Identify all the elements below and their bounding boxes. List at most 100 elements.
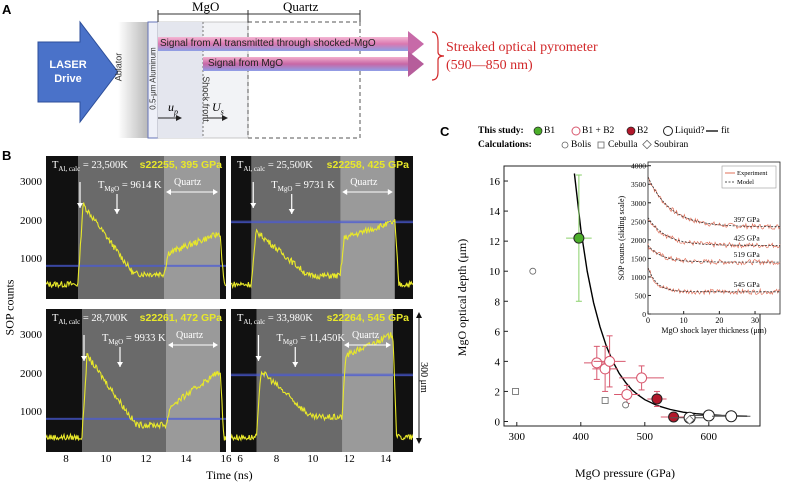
data-point-b1-b2 [604, 355, 616, 367]
x-tick-label: 12 [343, 453, 355, 465]
data-point-liquid- [725, 410, 738, 423]
x-tick-label: 600 [701, 431, 718, 443]
bolis-point [622, 401, 630, 409]
quartz-header: Quartz [283, 0, 319, 14]
soubiran-point [684, 415, 695, 425]
panel-b-letter: B [2, 148, 12, 163]
inset-y-tick-label: 1000 [631, 273, 646, 282]
tmgo-label: TMgO = 9933 K [102, 333, 166, 347]
x-tick-label: 12 [140, 453, 152, 465]
shot-label: s22261, 472 GPa [139, 312, 222, 324]
data-point-b1 [573, 232, 585, 244]
data-point-liquid- [702, 409, 715, 422]
x-tick-label: 14 [380, 453, 392, 465]
inset-x-tick-label: 20 [715, 316, 723, 325]
tmgo-label: TMgO = 9614 K [98, 180, 162, 194]
inset-model-curve [647, 217, 780, 246]
y-tick-label: 8 [495, 296, 501, 308]
tmgo-label: TMgO = 9731 K [271, 180, 335, 194]
inset-y-tick-label: 500 [635, 291, 647, 300]
quartz-label: Quartz [352, 330, 380, 341]
inset-experiment-curve [647, 267, 781, 296]
legend-markers [533, 126, 718, 150]
y-tick-label: 16 [489, 176, 501, 188]
inset-curve-label: 397 GPa [734, 215, 761, 224]
sop-range: (590—850 nm) [446, 58, 533, 73]
inset-legend-box [721, 165, 777, 189]
inset-curve-label: 545 GPa [734, 280, 761, 289]
signal-2-label: Signal from MgO [208, 58, 284, 69]
x-tick-label: 400 [573, 431, 590, 443]
quartz-signal-region [340, 156, 395, 299]
tal-arrow-head [77, 203, 83, 208]
x-tick-label: 300 [509, 431, 526, 443]
legend-bolis: Bolis [571, 140, 592, 150]
panel-b-grid: TAl, calc = 23,500K TMgO = 9614 K s22255, … [0, 150, 430, 484]
x-tick-label: 8 [273, 453, 280, 465]
x-tick-label: 14 [180, 453, 192, 465]
tal-arrow-head [255, 356, 262, 361]
legend-cebulla-marker [597, 141, 605, 149]
panel-c-ylabel: MgO optical depth (μm) [455, 238, 470, 357]
inset-legend-exp: Experiment [737, 170, 768, 177]
tmgo-arrow-head [292, 362, 299, 367]
signal-1-label: Signal from Al transmitted through shock… [160, 38, 376, 49]
panel-a-letter: A [2, 2, 12, 17]
y-tick-label: 6 [495, 326, 501, 338]
cebulla-point [601, 397, 609, 404]
inset-y-tick-label: 0 [642, 310, 646, 319]
data-point-b2 [651, 393, 663, 405]
inset-x-tick-label: 10 [680, 316, 688, 325]
inset-y-tick-label: 3000 [631, 199, 646, 208]
mgo-signal-region [256, 309, 343, 452]
legend-this-study: This study: [478, 126, 524, 136]
inset-curve-label: 519 GPa [734, 250, 761, 259]
y-tick-label: 2000 [20, 214, 42, 227]
mgo-signal-region [82, 309, 166, 452]
quartz-signal-region [342, 309, 393, 452]
legend-liquid-marker [663, 126, 673, 136]
legend-soubiran: Soubiran [654, 140, 689, 150]
legend-b1b2: B1 + B2 [582, 126, 615, 136]
laser-arrow [37, 20, 119, 124]
y-tick-label: 3000 [20, 176, 42, 189]
data-point-b1-b2 [591, 357, 603, 369]
y-tick-label: 4 [495, 356, 501, 368]
inset-model-curve [647, 176, 780, 228]
legend-liquid: Liquid? [675, 126, 705, 136]
tal-calc-label: TAl, calc = 33,980K [237, 313, 313, 327]
streak-subplot: TAl, calc = 28,700K TMgO = 9933 K s22261, … [46, 309, 226, 452]
inset-ylabel: SOP counts (sliding scale) [617, 195, 626, 280]
y-tick-label: 2000 [20, 367, 42, 380]
quartz-arrow-head [342, 189, 348, 195]
legend-calcs: Calculations: [478, 140, 532, 150]
tal-calc-label: TAl, calc = 25,500K [237, 160, 313, 174]
inset-xlabel: MgO shock layer thickness (μm) [661, 326, 766, 335]
x-tick-label: 10 [100, 453, 112, 465]
sop-title: Streaked optical pyrometer [446, 40, 598, 55]
data-point-b1-b2 [621, 388, 633, 400]
legend-b1b2-marker [571, 126, 581, 136]
legend-b1-marker [533, 126, 543, 136]
inset-x-tick-label: 30 [751, 316, 759, 325]
signal-beam-2 [203, 57, 408, 71]
inset-x-tick-label: 0 [646, 316, 650, 325]
inset-y-tick-label: 4000 [631, 162, 646, 171]
inset-y-tick-label: 3500 [631, 180, 646, 189]
legend-b2: B2 [637, 126, 649, 136]
quartz-arrow-head [385, 342, 391, 348]
inset-y-tick-label: 2500 [631, 217, 646, 226]
quartz-label: Quartz [174, 177, 202, 188]
shock-front-label: Shock front [201, 76, 211, 122]
streak-subplot: TAl, calc = 23,500K TMgO = 9614 K s22255, … [46, 156, 226, 299]
legend-b1: B1 [544, 126, 556, 136]
quartz-block [247, 21, 361, 139]
scale-bar [416, 312, 422, 444]
mgo-header: MgO [192, 0, 220, 14]
inset-y-tick-label: 2000 [631, 236, 646, 245]
us-label: Us [212, 100, 224, 117]
inset-y-tick-label: 1500 [631, 254, 646, 263]
ablator-label: Ablator [113, 52, 124, 82]
quartz-arrow-head [387, 189, 393, 195]
